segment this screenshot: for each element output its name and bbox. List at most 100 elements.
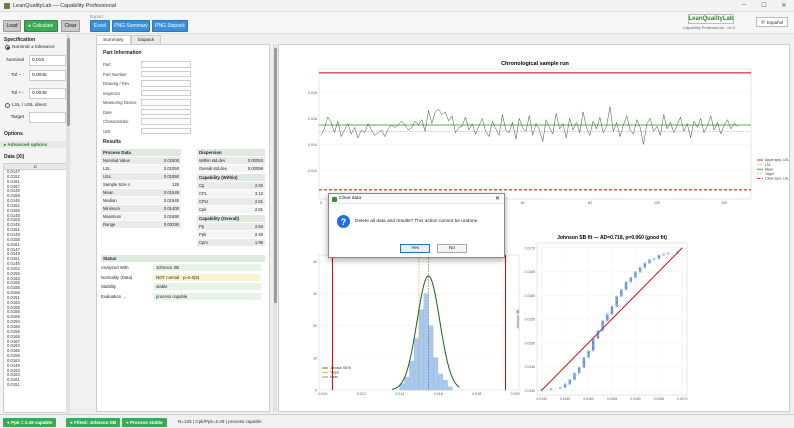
target-input[interactable] [29, 112, 66, 123]
tab-sixpack[interactable]: Sixpack [130, 35, 162, 44]
list-item[interactable]: 0.0155 [7, 270, 20, 276]
calculate-label: Calculate [32, 23, 54, 29]
pp-point [601, 320, 604, 323]
list-item[interactable]: 0.0158 [7, 193, 20, 199]
hist-x-tick: 0.010 [318, 392, 327, 396]
result-value: 2.92 [254, 182, 263, 188]
png-summary-button[interactable]: PNG Summary [112, 20, 150, 32]
png-sixpack-button[interactable]: PNG Sixpack [152, 20, 188, 32]
part-info-input[interactable] [141, 127, 191, 134]
data-table[interactable]: xi 0.0147 0.0152 0.0161 0.0157 0.0149 0.0158 0… [3, 163, 67, 413]
part-info-input[interactable] [141, 89, 191, 96]
tol-plus-input[interactable]: 0.0045 [29, 88, 66, 99]
results-scrollbar[interactable] [273, 44, 277, 412]
list-item[interactable]: 0.0163 [7, 343, 20, 349]
list-item[interactable]: 0.0165 [7, 333, 20, 339]
minimize-icon[interactable]: ─ [741, 2, 747, 8]
result-key: Pp [199, 223, 205, 229]
list-item[interactable]: 0.0151 [7, 241, 20, 247]
list-item[interactable]: 0.0155 [7, 309, 20, 315]
pp-point [667, 252, 670, 255]
dialog-close-icon[interactable]: ✕ [494, 196, 500, 202]
status-bar: ● Ppk = 2.49 capable ● Fitted: Johnson S… [0, 414, 794, 428]
list-item[interactable]: 0.0155 [7, 290, 20, 296]
list-item[interactable]: 0.0158 [7, 285, 20, 291]
clear-button[interactable]: Clear [61, 20, 80, 32]
list-item[interactable]: 0.0147 [7, 246, 20, 252]
list-item[interactable]: 0.0161 [7, 178, 20, 184]
list-item[interactable]: 0.0149 [7, 362, 20, 368]
close-icon[interactable]: ✕ [781, 3, 787, 9]
part-info-label: Drawing / Rev [103, 81, 130, 86]
list-item[interactable]: 0.0153 [7, 275, 20, 281]
list-item[interactable]: 0.0153 [7, 367, 20, 373]
list-item[interactable]: 0.0151 [7, 202, 20, 208]
part-info-input[interactable] [141, 118, 191, 125]
list-item[interactable]: 0.0155 [7, 280, 20, 286]
maximize-icon[interactable]: ☐ [761, 3, 767, 9]
list-item[interactable]: 0.0167 [7, 338, 20, 344]
list-item[interactable]: 0.0162 [7, 357, 20, 363]
list-item[interactable]: 0.0151 [7, 256, 20, 262]
list-item[interactable]: 0.0145 [7, 222, 20, 228]
language-button[interactable]: ◎ Español [756, 17, 788, 27]
list-item[interactable]: 0.0159 [7, 314, 20, 320]
list-item[interactable]: 0.0146 [7, 198, 20, 204]
list-item[interactable]: 0.0156 [7, 236, 20, 242]
tab-summary[interactable]: Summary [96, 35, 131, 44]
list-item[interactable]: 0.0158 [7, 353, 20, 359]
list-item[interactable]: 0.0158 [7, 304, 20, 310]
part-info-input[interactable] [141, 61, 191, 68]
list-item[interactable]: 0.0149 [7, 231, 20, 237]
fitted-status-label: Fitted: Johnson SB [74, 420, 117, 425]
list-item[interactable]: 0.0152 [7, 265, 20, 271]
list-item[interactable]: 0.0148 [7, 212, 20, 218]
list-item[interactable]: 0.0151 [7, 227, 20, 233]
results-scrollbar-thumb[interactable] [273, 48, 277, 303]
part-info-input[interactable] [141, 99, 191, 106]
no-button[interactable]: No [437, 244, 467, 253]
list-item[interactable]: 0.0157 [7, 183, 20, 189]
load-button[interactable]: Load [3, 20, 21, 32]
pp-y-tick: 0.0140 [525, 389, 535, 393]
left-scrollbar[interactable] [66, 34, 70, 414]
nominal-tolerance-radio[interactable] [5, 45, 10, 50]
tol-minus-input[interactable]: 0.0045 [29, 70, 66, 81]
list-item[interactable]: 0.0153 [7, 217, 20, 223]
nominal-input[interactable]: 0.015 [29, 55, 66, 66]
excel-button[interactable]: Excel [90, 20, 110, 32]
list-item[interactable]: 0.0161 [7, 377, 20, 383]
list-item[interactable]: 0.0149 [7, 251, 20, 257]
list-item[interactable]: 0.0156 [7, 328, 20, 334]
pp-x-tick: 0.0165 [654, 397, 664, 401]
status-summary: N=125 | Cpk/Ppk=2.49 | process capable [178, 419, 262, 424]
left-scrollbar-thumb[interactable] [66, 38, 70, 126]
list-item[interactable]: 0.0156 [7, 207, 20, 213]
export-group-label: Export [90, 14, 104, 19]
list-item[interactable]: 0.0165 [7, 348, 20, 354]
list-item[interactable]: 0.0154 [7, 372, 20, 378]
brand-logo: LeanQualityLab [688, 14, 734, 24]
list-item[interactable]: 0.0149 [7, 188, 20, 194]
list-item[interactable]: 0.0166 [7, 324, 20, 329]
list-item[interactable]: 0.0152 [7, 173, 20, 179]
list-item[interactable]: 0.0146 [7, 261, 20, 267]
list-item[interactable]: 0.0151 [7, 294, 20, 300]
calculate-button[interactable]: ▸ Calculate [24, 20, 58, 32]
list-item[interactable]: 0.0150 [7, 319, 20, 325]
part-info-input[interactable] [141, 108, 191, 115]
pp-point [606, 313, 609, 316]
options-heading: Options [4, 131, 23, 137]
lsl-usl-radio[interactable] [5, 103, 10, 108]
part-info-input[interactable] [141, 80, 191, 87]
status-value: stable [153, 283, 261, 290]
part-info-input[interactable] [141, 70, 191, 77]
result-row: CPL 3.13 [197, 190, 265, 197]
tol-minus-label: Tol − : [11, 73, 24, 78]
list-item[interactable]: 0.0153 [7, 299, 20, 305]
advanced-options-toggle[interactable]: ▸ Advanced options [0, 141, 69, 148]
pp-point [652, 257, 656, 261]
list-item[interactable]: 0.0147 [7, 169, 20, 174]
list-item[interactable]: 0.0151 [7, 382, 20, 388]
yes-button[interactable]: Yes [400, 244, 430, 253]
